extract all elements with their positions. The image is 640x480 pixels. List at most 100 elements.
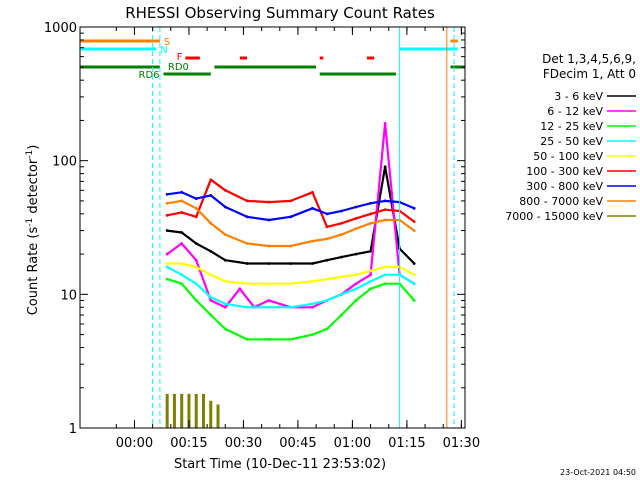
data-point — [369, 249, 372, 253]
series-line — [167, 262, 415, 285]
data-point — [223, 305, 227, 309]
data-point — [165, 229, 169, 232]
data-point — [311, 302, 314, 306]
data-point — [245, 262, 249, 265]
data-point — [325, 277, 329, 281]
legend-entries: 3 - 6 keV 6 - 12 keV 12 - 25 keV 25 - 50 ke… — [505, 90, 636, 223]
series-line — [166, 278, 416, 341]
data-point — [172, 393, 176, 428]
data-point — [180, 282, 184, 286]
data-point — [289, 338, 293, 341]
data-point — [209, 295, 213, 299]
data-point — [165, 262, 169, 265]
data-point — [194, 197, 198, 201]
legend-label-6-12-kev: 6 - 12 keV — [547, 105, 603, 118]
data-point — [194, 299, 198, 302]
data-point — [369, 212, 372, 216]
data-point — [354, 252, 358, 256]
data-point — [412, 262, 416, 265]
x-tick-label: 00:45 — [279, 436, 316, 451]
series-50-100-kev — [165, 262, 416, 286]
data-point — [223, 327, 227, 331]
data-point — [354, 273, 358, 277]
data-point — [289, 215, 293, 219]
footer-date-stamp: 23-Oct-2021 04:50 — [560, 468, 636, 477]
data-point — [245, 338, 249, 341]
data-point — [412, 229, 416, 232]
data-point — [383, 208, 387, 212]
series-line — [167, 191, 415, 222]
data-point — [340, 221, 343, 225]
data-point — [383, 199, 387, 203]
data-point — [245, 282, 249, 286]
data-point — [267, 244, 271, 248]
data-point — [383, 273, 387, 277]
data-point — [369, 279, 372, 283]
data-point — [165, 277, 169, 281]
legend-label-3-6-kev: 3 - 6 keV — [554, 90, 603, 103]
data-point — [180, 273, 184, 277]
data-point — [180, 393, 184, 428]
data-point — [340, 233, 343, 236]
flag-label-s: S — [164, 37, 170, 48]
data-point — [340, 292, 343, 296]
data-point — [325, 225, 329, 229]
y-tick-label: 1000 — [44, 21, 77, 36]
data-point — [354, 287, 358, 291]
data-point — [412, 299, 416, 302]
data-point — [194, 258, 198, 262]
data-point — [209, 193, 213, 197]
data-point — [311, 206, 314, 210]
data-point — [412, 282, 416, 286]
x-tick-label: 01:00 — [334, 436, 371, 451]
data-point — [267, 282, 271, 286]
data-point — [194, 242, 198, 245]
legend-label-100-300-kev: 100 - 300 keV — [526, 165, 603, 178]
data-point — [194, 282, 198, 286]
data-point — [369, 269, 372, 273]
series-300-800-kev — [165, 190, 416, 222]
data-point — [311, 239, 314, 243]
data-point — [180, 190, 184, 194]
data-point — [311, 305, 314, 309]
legend-label-25-50-kev: 25 - 50 keV — [540, 135, 603, 148]
data-point — [223, 233, 227, 236]
data-point — [209, 273, 213, 277]
data-point — [267, 262, 271, 265]
data-point — [267, 299, 271, 302]
data-point — [289, 244, 293, 248]
legend-header-line-1: Det 1,3,4,5,6,9, — [542, 52, 636, 66]
data-point — [165, 265, 169, 269]
data-point — [223, 279, 227, 283]
data-point — [187, 393, 191, 428]
data-point — [209, 178, 213, 182]
legend-label-7000-15000-kev: 7000 - 15000 keV — [505, 210, 603, 223]
axes: 1 10 100 1000 00:00 00:15 00:30 00:45 01:00 01:15… — [44, 21, 480, 451]
flag-label-n: N — [160, 45, 167, 56]
data-point — [369, 201, 372, 205]
data-point — [325, 237, 329, 241]
legend: Det 1,3,4,5,6,9, FDecim 1, Att 0 3 - 6 k… — [505, 52, 636, 223]
data-point — [216, 404, 220, 428]
data-point — [412, 206, 416, 210]
series-100-300-kev — [165, 178, 416, 229]
x-tick-label: 01:15 — [388, 436, 425, 451]
data-point — [412, 273, 416, 277]
data-point — [194, 265, 198, 269]
data-point — [369, 221, 372, 225]
x-axis-label: Start Time (10-Dec-11 23:53:02) — [174, 457, 386, 472]
data-point — [412, 220, 416, 224]
data-point — [267, 218, 271, 222]
data-point — [194, 393, 198, 428]
data-point — [267, 200, 271, 204]
series-line — [167, 199, 415, 248]
series-7000-15000-kev — [165, 393, 220, 428]
y-tick-label: 100 — [52, 155, 77, 170]
vertical-markers — [152, 27, 455, 428]
data-point — [383, 122, 387, 125]
chart-title: RHESSI Observing Summary Count Rates — [125, 4, 435, 22]
y-tick-label: 10 — [60, 288, 77, 303]
data-point — [267, 305, 271, 309]
series-line — [166, 266, 415, 309]
